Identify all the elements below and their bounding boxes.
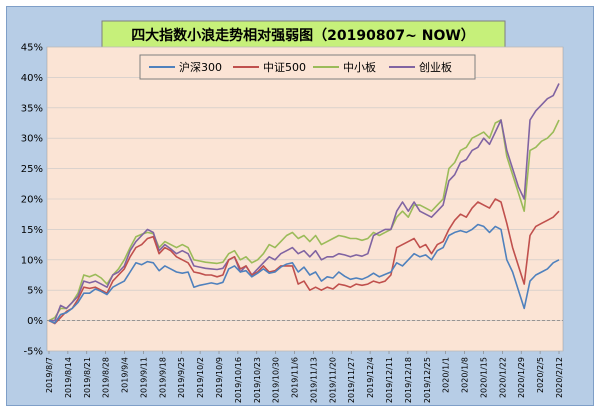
series-line-zz500 [48, 198, 560, 325]
x-axis-ticks: 2019/8/7 2019/8/14 2019/8/21 2019/8/28 2019/… [45, 351, 564, 403]
x-tick-label: 2019/12/4 [366, 357, 375, 398]
x-tick-label: 2019/9/4 [121, 357, 130, 393]
x-tick-label: 2019/11/20 [328, 357, 337, 403]
x-tick-label: 2019/9/18 [158, 357, 167, 398]
series-line-cyb [49, 83, 560, 322]
series-line-zxb [48, 119, 560, 322]
chart-frame: 四大指数小浪走势相对强弱图（20190807~ NOW） -5% 0% 5% 10% 1… [6, 6, 594, 406]
y-tick-label: 45% [21, 43, 43, 54]
series-line-hs300 [48, 223, 560, 324]
y-tick-label: 35% [21, 103, 43, 114]
x-tick-label: 2019/12/11 [385, 357, 394, 403]
x-tick-label: 2020/1/8 [461, 357, 470, 393]
chart-title: 四大指数小浪走势相对强弱图（20190807~ NOW） [131, 27, 475, 44]
legend-label-zz500: 中证500 [263, 61, 306, 74]
x-tick-label: 2019/11/13 [309, 357, 318, 403]
x-tick-label: 2019/11/6 [291, 357, 300, 398]
line-chart: 四大指数小浪走势相对强弱图（20190807~ NOW） -5% 0% 5% 10% 1… [21, 20, 564, 403]
x-tick-label: 2019/10/23 [253, 357, 262, 403]
x-tick-label: 2019/11/27 [347, 357, 356, 403]
legend-label-cyb: 创业板 [419, 60, 452, 74]
x-tick-label: 2019/8/14 [64, 357, 73, 398]
legend-label-hs300: 沪深300 [179, 60, 222, 74]
y-tick-label: -5% [24, 347, 43, 358]
legend: 沪深300 中证500 中小板 创业板 [139, 54, 476, 80]
x-tick-label: 2019/8/28 [102, 357, 111, 398]
x-tick-label: 2020/1/22 [498, 357, 507, 398]
x-tick-label: 2019/8/21 [83, 357, 92, 398]
x-tick-label: 2019/10/2 [196, 357, 205, 398]
x-tick-label: 2019/10/9 [215, 357, 224, 398]
title-banner [101, 20, 506, 50]
x-tick-label: 2020/1/1 [442, 357, 451, 393]
y-tick-label: 20% [21, 195, 43, 206]
x-tick-label: 2019/8/7 [45, 357, 54, 393]
x-tick-label: 2019/9/11 [139, 357, 148, 398]
x-tick-label: 2019/12/25 [423, 357, 432, 403]
y-tick-label: 30% [21, 134, 43, 145]
x-tick-label: 2020/2/5 [536, 357, 545, 393]
x-tick-label: 2019/12/18 [404, 357, 413, 403]
y-tick-label: 0% [27, 316, 43, 327]
legend-label-zxb: 中小板 [343, 60, 376, 74]
x-tick-label: 2020/1/15 [479, 357, 488, 398]
series-lines [48, 83, 560, 325]
x-tick-label: 2020/2/12 [555, 357, 564, 398]
y-tick-label: 40% [21, 73, 43, 84]
legend-box [139, 54, 476, 80]
x-tick-label: 2019/10/16 [234, 357, 243, 403]
x-tick-label: 2019/9/25 [177, 357, 186, 398]
y-axis-ticks: -5% 0% 5% 10% 15% 20% 25% 30% 35% 40% 45% [21, 43, 43, 358]
x-tick-label: 2019/10/30 [272, 357, 281, 403]
y-tick-label: 25% [21, 164, 43, 175]
x-tick-label: 2020/1/29 [517, 357, 526, 398]
y-tick-label: 10% [21, 255, 43, 266]
y-tick-label: 15% [21, 225, 43, 236]
y-tick-label: 5% [27, 286, 43, 297]
